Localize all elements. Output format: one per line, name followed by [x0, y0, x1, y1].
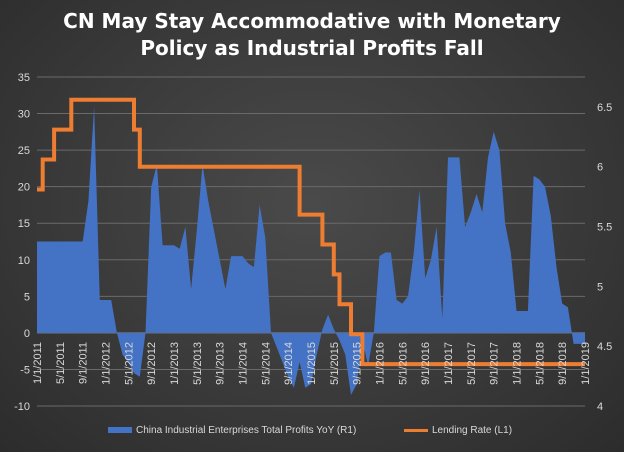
lending-rate-series — [37, 97, 585, 367]
x-tick-label: 1/1/2015 — [306, 342, 318, 385]
left-tick-label: -5 — [20, 364, 30, 376]
x-tick-label: 5/1/2015 — [329, 342, 341, 385]
x-tick-label: 1/1/2013 — [169, 342, 181, 385]
x-tick-label: 1/1/2019 — [580, 342, 592, 385]
x-tick-label: 5/1/2011 — [55, 342, 67, 384]
legend-item-profits: China Industrial Enterprises Total Profi… — [108, 424, 356, 438]
x-tick-label: 9/1/2013 — [215, 342, 227, 385]
x-tick-label: 5/1/2013 — [192, 342, 204, 385]
right-tick-label: 6 — [597, 162, 603, 174]
legend-label-lending-rate: Lending Rate (L1) — [432, 425, 513, 436]
right-tick-label: 4.5 — [597, 341, 612, 353]
chart-title-line-1: CN May Stay Accommodative with Monetary — [63, 9, 561, 33]
left-tick-label: 10 — [18, 255, 30, 267]
left-tick-label: 35 — [18, 72, 30, 84]
x-tick-label: 1/1/2016 — [375, 342, 387, 385]
x-tick-label: 1/1/2012 — [101, 342, 113, 385]
legend-swatch-profits — [108, 427, 132, 434]
left-tick-label: 30 — [18, 109, 30, 121]
legend-label-profits: China Industrial Enterprises Total Profi… — [136, 425, 357, 436]
right-tick-label: 5.5 — [597, 222, 612, 234]
x-tick-label: 1/1/2017 — [443, 342, 455, 385]
x-tick-label: 9/1/2015 — [352, 342, 364, 385]
x-tick-label: 5/1/2017 — [466, 342, 478, 385]
x-axis-ticks: 1/1/2011 5/1/2011 9/1/2011 1/1/2012 5/1/2012… — [32, 342, 592, 385]
x-tick-label: 9/1/2018 — [557, 342, 569, 385]
chart-title: CN May Stay Accommodative with Monetary … — [0, 8, 624, 62]
right-tick-label: 5 — [597, 281, 603, 293]
left-tick-label: 15 — [18, 218, 30, 230]
x-tick-label: 5/1/2018 — [534, 342, 546, 385]
x-tick-label: 9/1/2011 — [78, 342, 90, 384]
left-axis-ticks: 35 30 25 20 15 10 5 0 -5 -10 — [14, 72, 30, 413]
x-tick-label: 1/1/2018 — [512, 342, 524, 385]
left-tick-label: 25 — [18, 145, 30, 157]
x-tick-label: 5/1/2012 — [123, 342, 135, 385]
legend-swatch-lending-rate — [404, 428, 428, 432]
x-tick-label: 5/1/2014 — [260, 342, 272, 385]
x-tick-label: 9/1/2017 — [489, 342, 501, 385]
left-tick-label: 20 — [18, 182, 30, 194]
x-tick-label: 9/1/2012 — [146, 342, 158, 385]
left-tick-label: 0 — [24, 328, 30, 340]
x-tick-label: 9/1/2014 — [283, 342, 295, 385]
right-tick-label: 4 — [597, 401, 603, 413]
x-tick-label: 5/1/2016 — [397, 342, 409, 385]
x-tick-label: 1/1/2011 — [32, 342, 44, 384]
lending-rate-line — [37, 97, 585, 367]
chart-title-line-2: Policy as Industrial Profits Fall — [140, 36, 484, 60]
x-tick-label: 9/1/2016 — [420, 342, 432, 385]
profits-area — [37, 106, 585, 395]
x-tick-label: 1/1/2014 — [238, 342, 250, 385]
legend-item-lending-rate: Lending Rate (L1) — [404, 424, 512, 438]
left-tick-label: -10 — [14, 401, 30, 413]
profits-area-series — [37, 106, 585, 395]
right-axis-ticks: 4 4.5 5 5.5 6 6.5 — [597, 102, 612, 413]
right-tick-label: 6.5 — [597, 102, 612, 114]
left-tick-label: 5 — [24, 291, 30, 303]
